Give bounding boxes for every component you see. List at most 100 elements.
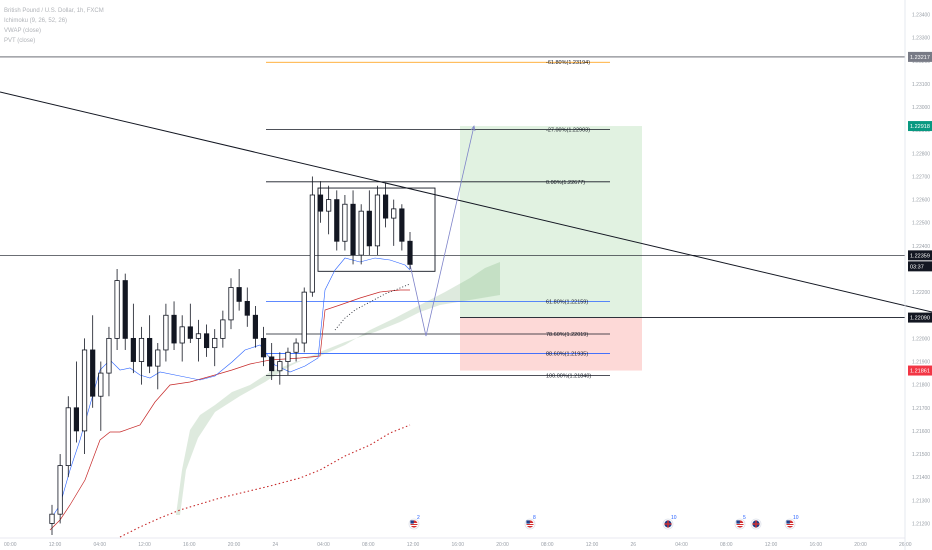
- candle-body: [342, 203, 348, 242]
- fib-level-label: 0.00%(1.22677): [546, 180, 585, 186]
- price-tick-label: 1.23000: [912, 105, 930, 111]
- economic-events: 2 8 10 5 10: [408, 515, 799, 530]
- indicator-line-1: Ichimoku (9, 26, 52, 26): [4, 18, 67, 24]
- time-tick-label: 26:00: [899, 542, 912, 548]
- price-flag-current: [908, 250, 932, 261]
- candle-body: [114, 280, 120, 339]
- price-tick-label: 1.22700: [912, 174, 930, 180]
- candle-body: [81, 349, 88, 432]
- ichimoku-cloud: [176, 262, 500, 515]
- us-flag-icon[interactable]: [408, 518, 420, 530]
- candle-body: [90, 349, 96, 397]
- lagging-span: [334, 283, 411, 331]
- kijun-line: [49, 289, 410, 531]
- time-tick-label: 12:00: [407, 542, 420, 548]
- time-tick-label: 04:00: [317, 542, 330, 548]
- price-flag-stop: [908, 365, 932, 376]
- price-tick-label: 1.21800: [912, 383, 930, 389]
- gb-flag-icon[interactable]: [662, 518, 674, 530]
- price-axis[interactable]: 1.234001.233001.232001.231001.230001.229…: [904, 0, 932, 550]
- fib-level-label: 100.00%(1.21840): [546, 373, 591, 379]
- time-tick-label: 16:00: [452, 542, 465, 548]
- gb-flag-icon[interactable]: [750, 518, 762, 530]
- consolidation-rectangle[interactable]: [317, 187, 436, 272]
- projection-arrowhead: [470, 125, 476, 132]
- price-flag-label-top: 1.23217: [910, 55, 930, 61]
- price-tick-label: 1.21200: [912, 521, 930, 527]
- candle-body: [334, 199, 340, 242]
- time-tick-label: 16:00: [810, 542, 823, 548]
- price-flag-label-countdown: 03:37: [910, 264, 924, 270]
- candle-body: [285, 351, 291, 362]
- candle-body: [374, 194, 381, 247]
- price-tick-label: 1.22400: [912, 244, 930, 250]
- candle-body: [260, 337, 267, 358]
- candle-body: [382, 194, 389, 219]
- candle-body: [399, 208, 405, 242]
- fib-level-label: 78.60%(1.22019): [546, 332, 588, 338]
- fib-level-label: -27.00%(1.22903): [546, 128, 590, 134]
- candle-body: [65, 407, 71, 467]
- candle-body: [57, 465, 63, 515]
- candle-body: [317, 194, 324, 212]
- event-count: 8: [533, 515, 536, 521]
- us-flag-icon[interactable]: [734, 518, 746, 530]
- candle-body: [73, 407, 80, 432]
- fib-level-label: -61.80%(1.23194): [546, 60, 590, 66]
- time-tick-label: 12:00: [138, 542, 151, 548]
- candle-body: [122, 280, 128, 339]
- trend-line[interactable]: [0, 91, 932, 313]
- price-tick-label: 1.21600: [912, 429, 930, 435]
- event-count: 10: [671, 515, 677, 521]
- candle-body: [236, 287, 242, 302]
- time-tick-label: 20:00: [228, 542, 241, 548]
- time-tick-label: 20:00: [854, 542, 867, 548]
- price-tick-label: 1.23300: [912, 36, 930, 42]
- us-flag-icon[interactable]: [524, 518, 536, 530]
- fibonacci-retracement[interactable]: -61.80%(1.23194) -27.00%(1.22903) 0.00%(1.…: [266, 60, 610, 379]
- price-tick-label: 1.22800: [912, 151, 930, 157]
- candle-body: [98, 372, 104, 397]
- candle-body: [252, 314, 259, 339]
- time-tick-label: 26: [631, 542, 637, 548]
- time-tick-label: 00:00: [4, 542, 17, 548]
- candle-body: [358, 210, 364, 256]
- time-tick-label: 24: [273, 542, 279, 548]
- price-flag-label-current: 1.22359: [910, 253, 930, 259]
- price-tick-label: 1.22000: [912, 336, 930, 342]
- event-count: 2: [417, 515, 420, 521]
- candle-body: [163, 314, 169, 351]
- candle-body: [366, 210, 372, 247]
- vwap-line: [119, 424, 411, 538]
- price-flag-countdown: [908, 261, 932, 272]
- fib-level-label: 88.60%(1.21935): [546, 351, 588, 357]
- us-flag-icon[interactable]: [784, 518, 796, 530]
- price-flag-label-entry: 1.22090: [910, 316, 930, 322]
- candle-body: [203, 333, 210, 349]
- price-flag-entry: [908, 312, 932, 323]
- symbol-line: British Pound / U.S. Dollar, 1h, FXCM: [4, 8, 104, 14]
- candle-body: [244, 300, 250, 316]
- time-tick-label: 08:00: [541, 542, 554, 548]
- candle-body: [228, 287, 234, 321]
- candle-body: [269, 356, 275, 372]
- price-tick-label: 1.21700: [912, 406, 930, 412]
- time-axis[interactable]: 00:00 12:00 04:00 12:00 16:00 20:00 24 04:00 08:…: [0, 537, 912, 548]
- candle-body: [391, 208, 397, 219]
- candlestick-series: [49, 176, 413, 535]
- price-tick-label: 1.22600: [912, 198, 930, 204]
- indicator-line-2: VWAP (close): [4, 28, 41, 34]
- candle-body: [350, 203, 356, 256]
- long-position-loss-zone[interactable]: [460, 317, 642, 371]
- candle-body: [179, 326, 185, 344]
- time-tick-label: 08:00: [720, 542, 733, 548]
- time-tick-label: 04:00: [675, 542, 688, 548]
- price-tick-label: 1.21500: [912, 452, 930, 458]
- time-tick-label: 04:00: [94, 542, 107, 548]
- candle-body: [293, 342, 299, 353]
- price-tick-label: 1.22900: [912, 128, 930, 134]
- time-tick-label: 08:00: [362, 542, 375, 548]
- projection-path[interactable]: [409, 125, 475, 337]
